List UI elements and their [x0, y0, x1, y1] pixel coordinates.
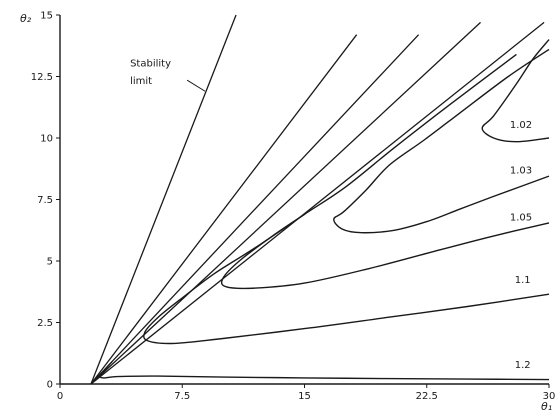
- y-tick-label: 15: [40, 11, 53, 22]
- ray-line: [90, 34, 420, 385]
- ray-line: [90, 21, 545, 385]
- contour-curve-1-03: [333, 48, 550, 234]
- ray-line: [90, 21, 481, 385]
- y-tick-label: 2.5: [37, 318, 53, 329]
- curve-label: 1.05: [510, 212, 532, 223]
- contour-curve-1-1: [143, 213, 550, 345]
- curve-label: 1.03: [510, 166, 532, 177]
- annotation-text: Stability: [130, 59, 171, 70]
- x-tick-label: 0: [57, 391, 63, 402]
- ray-line: [90, 34, 358, 385]
- annotation-leader-line: [186, 79, 206, 92]
- contour-curve-1-05: [220, 53, 550, 290]
- x-axis-label: θ₁: [541, 400, 552, 412]
- contour-curves: [99, 39, 550, 381]
- curve-label: 1.1: [515, 275, 531, 286]
- curve-label: 1.2: [515, 360, 531, 371]
- x-tick-label: 15: [298, 391, 311, 402]
- y-tick-label: 7.5: [37, 195, 53, 206]
- ray-lines: [90, 14, 545, 385]
- contour-curve-1-2: [99, 360, 550, 381]
- curve-label: 1.02: [510, 120, 532, 131]
- y-tick-label: 12.5: [31, 72, 53, 83]
- label-group: 1.02 1.03 1.05 1.1 1.2 Stability limit: [130, 59, 532, 371]
- stability-limit-line: [90, 14, 237, 385]
- y-tick-label: 5: [47, 257, 53, 268]
- y-tick-label: 10: [40, 134, 53, 145]
- x-tick-label: 7.5: [174, 391, 190, 402]
- annotation-text: limit: [130, 76, 152, 87]
- x-tick-label: 30: [543, 391, 556, 402]
- y-tick-label: 0: [47, 380, 53, 391]
- tick-group: 0 7.5 15 22.5 30 0 2.5 5 7.5 10 12.5 15: [31, 11, 556, 403]
- y-axis-label: θ₂: [20, 12, 32, 25]
- x-tick-label: 22.5: [416, 391, 438, 402]
